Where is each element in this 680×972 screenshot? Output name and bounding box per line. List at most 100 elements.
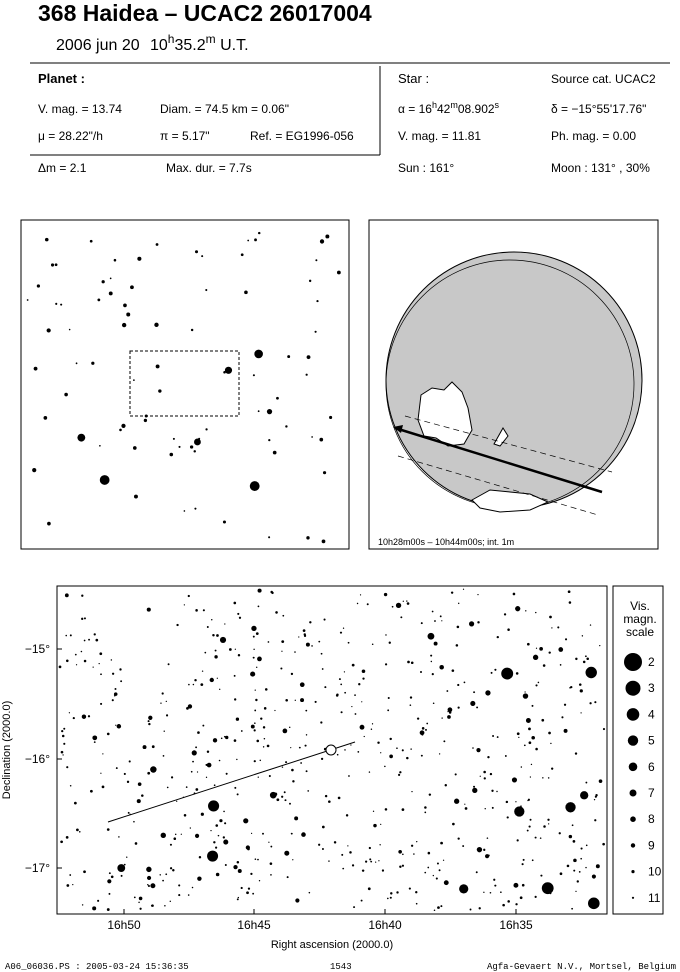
star [402, 853, 404, 856]
star [410, 748, 412, 750]
star [234, 648, 236, 650]
event-moon: Moon : 131° , 30% [551, 161, 650, 175]
star [250, 671, 256, 677]
star [548, 651, 551, 654]
star [250, 832, 253, 835]
star [567, 590, 571, 594]
star [252, 892, 255, 895]
star [233, 601, 237, 605]
star [276, 396, 279, 400]
star [459, 884, 469, 894]
star [214, 649, 217, 652]
star [457, 683, 460, 687]
star [100, 702, 103, 705]
star [443, 740, 446, 743]
star [146, 607, 151, 612]
star [98, 662, 100, 665]
star [69, 874, 72, 876]
star [396, 891, 399, 894]
star [160, 832, 166, 839]
star [594, 819, 597, 822]
star [147, 771, 151, 775]
star [530, 763, 533, 766]
star [520, 766, 523, 768]
star [594, 701, 597, 704]
star [172, 437, 175, 440]
star [201, 255, 204, 258]
star [236, 898, 239, 901]
star [321, 825, 325, 829]
star [320, 721, 323, 724]
star [518, 736, 520, 739]
star [512, 592, 516, 596]
text-part: 35.2 [174, 37, 205, 54]
scale-dot [627, 735, 639, 746]
star [341, 853, 344, 856]
star [321, 668, 324, 670]
star [386, 897, 389, 900]
star [262, 832, 264, 835]
star [494, 668, 497, 671]
star [522, 858, 525, 861]
antarctica [471, 489, 550, 513]
star [270, 874, 272, 876]
star [580, 791, 589, 800]
star [400, 616, 403, 619]
star [542, 664, 546, 667]
y-tick-label: −16° [25, 752, 50, 766]
star [398, 773, 401, 776]
star [136, 799, 141, 804]
star [305, 734, 308, 736]
star [155, 243, 159, 246]
date: 2006 jun 20 [56, 37, 140, 54]
star [81, 904, 84, 906]
star [271, 591, 274, 595]
star [106, 732, 110, 736]
star [371, 643, 374, 645]
star [237, 896, 240, 899]
star [301, 832, 306, 837]
star [180, 833, 182, 835]
star [432, 702, 435, 705]
star [250, 872, 253, 876]
superscript: h [432, 100, 437, 110]
star [321, 848, 324, 851]
star [123, 863, 126, 866]
star [548, 731, 551, 735]
star [93, 741, 96, 743]
star [320, 652, 323, 655]
star [87, 715, 91, 718]
star [83, 870, 86, 874]
star [205, 776, 208, 778]
star [413, 853, 415, 855]
star [585, 866, 587, 869]
star [315, 259, 318, 262]
star [83, 617, 86, 620]
star [46, 328, 51, 333]
scale-label: 3 [648, 681, 655, 695]
star [88, 638, 91, 641]
star [183, 604, 185, 606]
star [172, 869, 175, 872]
star [223, 839, 229, 845]
star [472, 747, 474, 749]
star [585, 781, 588, 784]
star [361, 869, 365, 872]
star [133, 379, 135, 381]
star [531, 735, 535, 740]
star [251, 625, 257, 632]
star [421, 727, 425, 730]
star [188, 683, 190, 686]
star [492, 734, 495, 737]
star [345, 814, 349, 817]
star [589, 702, 592, 705]
star [415, 891, 418, 894]
star [427, 632, 435, 640]
star [541, 718, 545, 722]
scale-label: 2 [648, 655, 655, 669]
star [389, 896, 392, 899]
star [219, 819, 223, 823]
star [458, 602, 460, 605]
star [183, 510, 186, 512]
scale-label: 8 [648, 812, 655, 826]
